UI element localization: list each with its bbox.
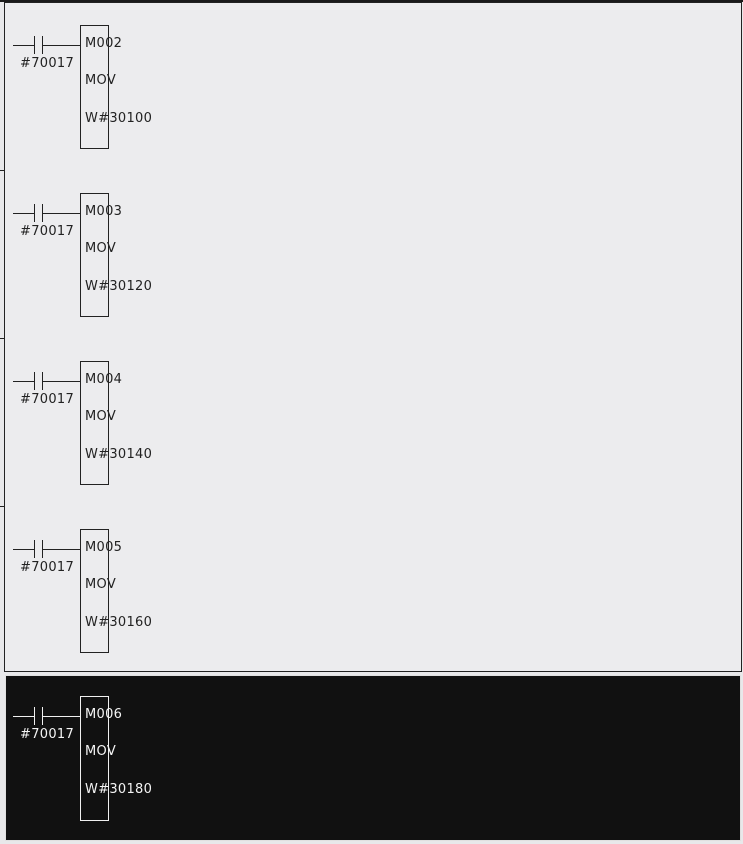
function-operand: W#30100 <box>85 111 153 126</box>
function-operand: W#30180 <box>85 782 153 797</box>
contact-right-wire <box>42 549 81 550</box>
ladder-rung[interactable]: #70017 M002 MOV W#30100 <box>5 3 741 171</box>
function-instruction: MOV <box>85 744 117 759</box>
function-operand: W#30160 <box>85 615 153 630</box>
function-number: M003 <box>85 204 123 219</box>
contact-right-wire <box>42 213 81 214</box>
contact-address: #70017 <box>20 56 75 71</box>
contact-symbol[interactable] <box>34 204 35 222</box>
contact-address: #70017 <box>20 727 75 742</box>
ladder-rung[interactable]: #70017 M004 MOV W#30140 <box>5 339 741 507</box>
contact-left-wire <box>13 381 35 382</box>
function-block[interactable] <box>80 529 109 653</box>
contact-right-wire <box>42 716 81 717</box>
function-instruction: MOV <box>85 241 117 256</box>
function-operand: W#30140 <box>85 447 153 462</box>
function-number: M005 <box>85 540 123 555</box>
contact-symbol[interactable] <box>34 707 35 725</box>
contact-symbol[interactable] <box>34 540 35 558</box>
function-number: M006 <box>85 707 123 722</box>
contact-left-wire <box>13 549 35 550</box>
ladder-diagram-panel[interactable]: #70017 M002 MOV W#30100 #70017 M003 MOV … <box>4 2 742 672</box>
function-instruction: MOV <box>85 409 117 424</box>
function-block[interactable] <box>80 25 109 149</box>
function-block[interactable] <box>80 696 109 821</box>
function-number: M004 <box>85 372 123 387</box>
contact-left-wire <box>13 45 35 46</box>
contact-symbol[interactable] <box>34 36 35 54</box>
function-block[interactable] <box>80 193 109 317</box>
contact-address: #70017 <box>20 560 75 575</box>
top-border <box>0 0 743 2</box>
contact-left-wire <box>13 213 35 214</box>
contact-symbol[interactable] <box>34 372 35 390</box>
function-instruction: MOV <box>85 577 117 592</box>
ladder-rung[interactable]: #70017 M003 MOV W#30120 <box>5 171 741 339</box>
contact-address: #70017 <box>20 392 75 407</box>
ladder-rung-selected[interactable]: #70017 M006 MOV W#30180 <box>5 675 741 841</box>
function-number: M002 <box>85 36 123 51</box>
contact-left-wire <box>13 716 35 717</box>
top-border-tick <box>616 0 617 2</box>
gutter-mark <box>0 506 4 507</box>
gutter-mark <box>0 338 4 339</box>
function-block[interactable] <box>80 361 109 485</box>
contact-right-wire <box>42 45 81 46</box>
gutter-mark <box>0 170 4 171</box>
ladder-rung[interactable]: #70017 M005 MOV W#30160 <box>5 507 741 675</box>
function-operand: W#30120 <box>85 279 153 294</box>
contact-right-wire <box>42 381 81 382</box>
function-instruction: MOV <box>85 73 117 88</box>
contact-address: #70017 <box>20 224 75 239</box>
